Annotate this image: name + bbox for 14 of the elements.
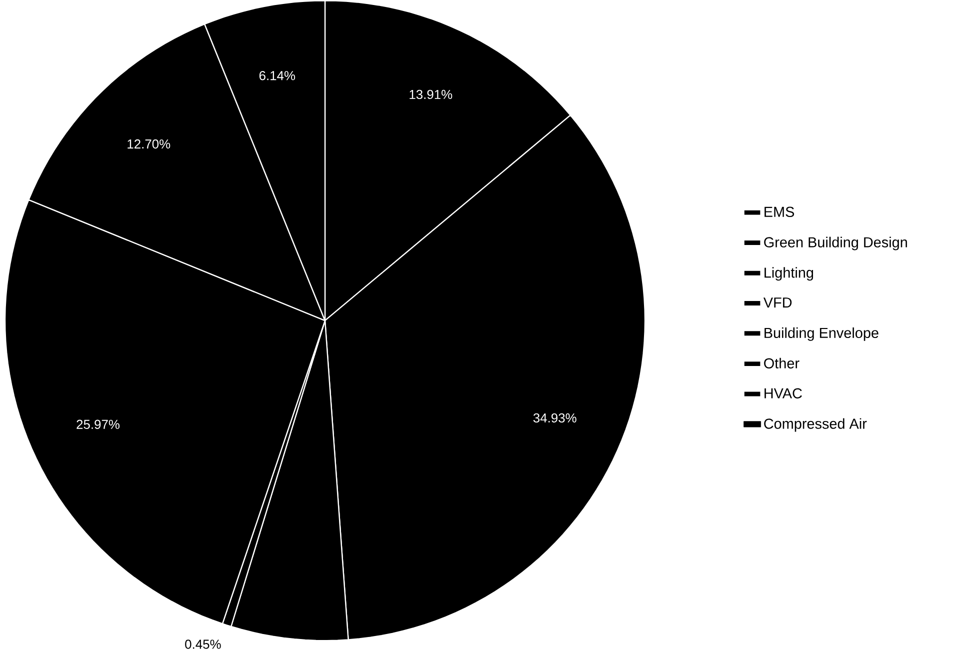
data-label: 25.97% — [76, 420, 120, 430]
data-label: 6.14% — [259, 71, 296, 80]
legend-label: Building Envelope — [764, 328, 878, 342]
legend-label: EMS — [764, 206, 794, 218]
data-label: 12.70% — [128, 140, 170, 149]
legend-label: HVAC — [764, 388, 802, 399]
legend-label: Green Building Design — [764, 236, 907, 250]
data-label: 13.91% — [410, 90, 452, 100]
legend-label: Lighting — [764, 267, 814, 281]
legend-label: Other — [764, 358, 800, 369]
data-label: 34.93% — [533, 414, 576, 423]
legend-label: VFD — [763, 298, 792, 308]
data-label: 0.45% — [185, 640, 221, 650]
legend-label: Compressed Air — [764, 418, 867, 432]
